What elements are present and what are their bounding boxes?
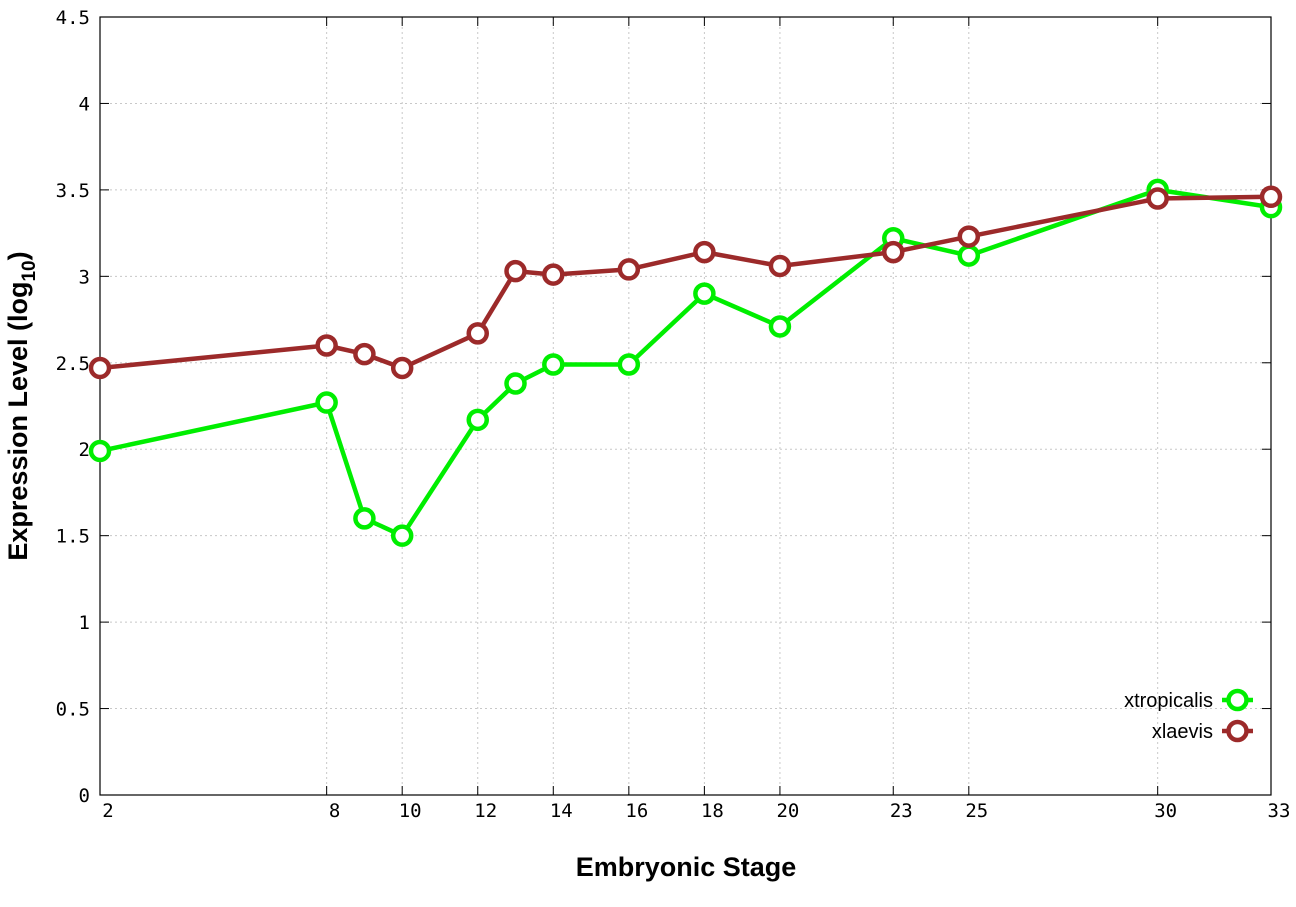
x-tick-label: 25 bbox=[965, 800, 988, 822]
data-point-xtropicalis bbox=[693, 282, 716, 305]
y-axis-title-subscript: 10 bbox=[19, 260, 40, 281]
series-xlaevis bbox=[88, 185, 1283, 380]
legend-item-xlaevis: xlaevis bbox=[1152, 719, 1253, 743]
x-tick-label: 12 bbox=[474, 800, 497, 822]
x-tick-label: 30 bbox=[1154, 800, 1177, 822]
x-axis-title: Embryonic Stage bbox=[576, 852, 797, 882]
data-point-xtropicalis bbox=[768, 315, 792, 338]
data-point-xlaevis bbox=[882, 240, 905, 264]
x-tick-label: 2 bbox=[102, 800, 113, 822]
x-tick-label: 20 bbox=[776, 800, 799, 822]
data-point-xlaevis bbox=[353, 342, 376, 366]
series-line-xlaevis bbox=[99, 194, 1272, 371]
data-point-xtropicalis bbox=[542, 353, 565, 376]
data-point-xlaevis bbox=[1146, 187, 1169, 210]
data-point-xtropicalis bbox=[504, 372, 527, 395]
grid-lines bbox=[100, 17, 1271, 795]
y-tick-label: 4.5 bbox=[56, 7, 90, 29]
y-tick-label: 4 bbox=[79, 93, 90, 115]
y-tick-label: 1 bbox=[79, 612, 90, 634]
data-point-xlaevis bbox=[315, 334, 338, 357]
data-point-xlaevis bbox=[542, 263, 565, 286]
data-point-xlaevis bbox=[390, 356, 414, 380]
y-tick-label: 2.5 bbox=[56, 353, 90, 375]
x-tick-label: 33 bbox=[1268, 800, 1291, 822]
data-point-xtropicalis bbox=[957, 244, 981, 267]
y-tick-label: 3.5 bbox=[56, 180, 90, 202]
x-tick-label: 18 bbox=[701, 800, 724, 822]
data-point-xlaevis bbox=[617, 258, 641, 281]
x-tick-label: 16 bbox=[625, 800, 648, 822]
legend: xtropicalis xlaevis bbox=[1124, 688, 1253, 743]
legend-item-xtropicalis: xtropicalis bbox=[1124, 688, 1253, 712]
y-axis-title: Expression Level (log10) bbox=[3, 251, 40, 560]
axis-ticks: 2 8 10 12 14 16 18 20 23 25 30 33 0 0.5 1 1.5 2 2.5 3 3.5 4 4… bbox=[56, 7, 1291, 822]
y-tick-label: 0 bbox=[79, 785, 90, 807]
data-point-xlaevis bbox=[466, 322, 489, 345]
data-point-xlaevis bbox=[957, 225, 981, 248]
data-point-xtropicalis bbox=[617, 353, 641, 376]
x-tick-label: 14 bbox=[550, 800, 573, 822]
data-point-xlaevis bbox=[1259, 185, 1283, 209]
legend-label: xlaevis bbox=[1152, 721, 1213, 743]
y-axis-title-close: ) bbox=[3, 251, 33, 260]
data-point-xlaevis bbox=[768, 254, 792, 278]
data-point-xtropicalis bbox=[390, 524, 414, 547]
y-tick-label: 0.5 bbox=[56, 699, 90, 721]
legend-marker bbox=[1226, 688, 1249, 712]
data-point-xtropicalis bbox=[315, 391, 338, 414]
x-tick-label: 23 bbox=[890, 800, 913, 822]
data-point-xtropicalis bbox=[88, 439, 112, 463]
data-point-xlaevis bbox=[693, 240, 716, 264]
x-tick-label: 8 bbox=[329, 800, 340, 822]
legend-label: xtropicalis bbox=[1124, 690, 1213, 712]
data-point-xlaevis bbox=[504, 259, 527, 283]
legend-marker bbox=[1226, 719, 1249, 743]
series-group bbox=[88, 178, 1283, 547]
data-point-xlaevis bbox=[88, 356, 112, 380]
x-tick-label: 10 bbox=[399, 800, 422, 822]
data-point-xtropicalis bbox=[466, 408, 489, 432]
plot-frame bbox=[99, 16, 1272, 796]
data-point-xtropicalis bbox=[353, 507, 376, 530]
y-tick-label: 3 bbox=[79, 266, 90, 288]
y-axis-title-main: Expression Level (log bbox=[3, 282, 33, 561]
y-tick-label: 1.5 bbox=[56, 526, 90, 548]
y-tick-label: 2 bbox=[79, 439, 90, 461]
